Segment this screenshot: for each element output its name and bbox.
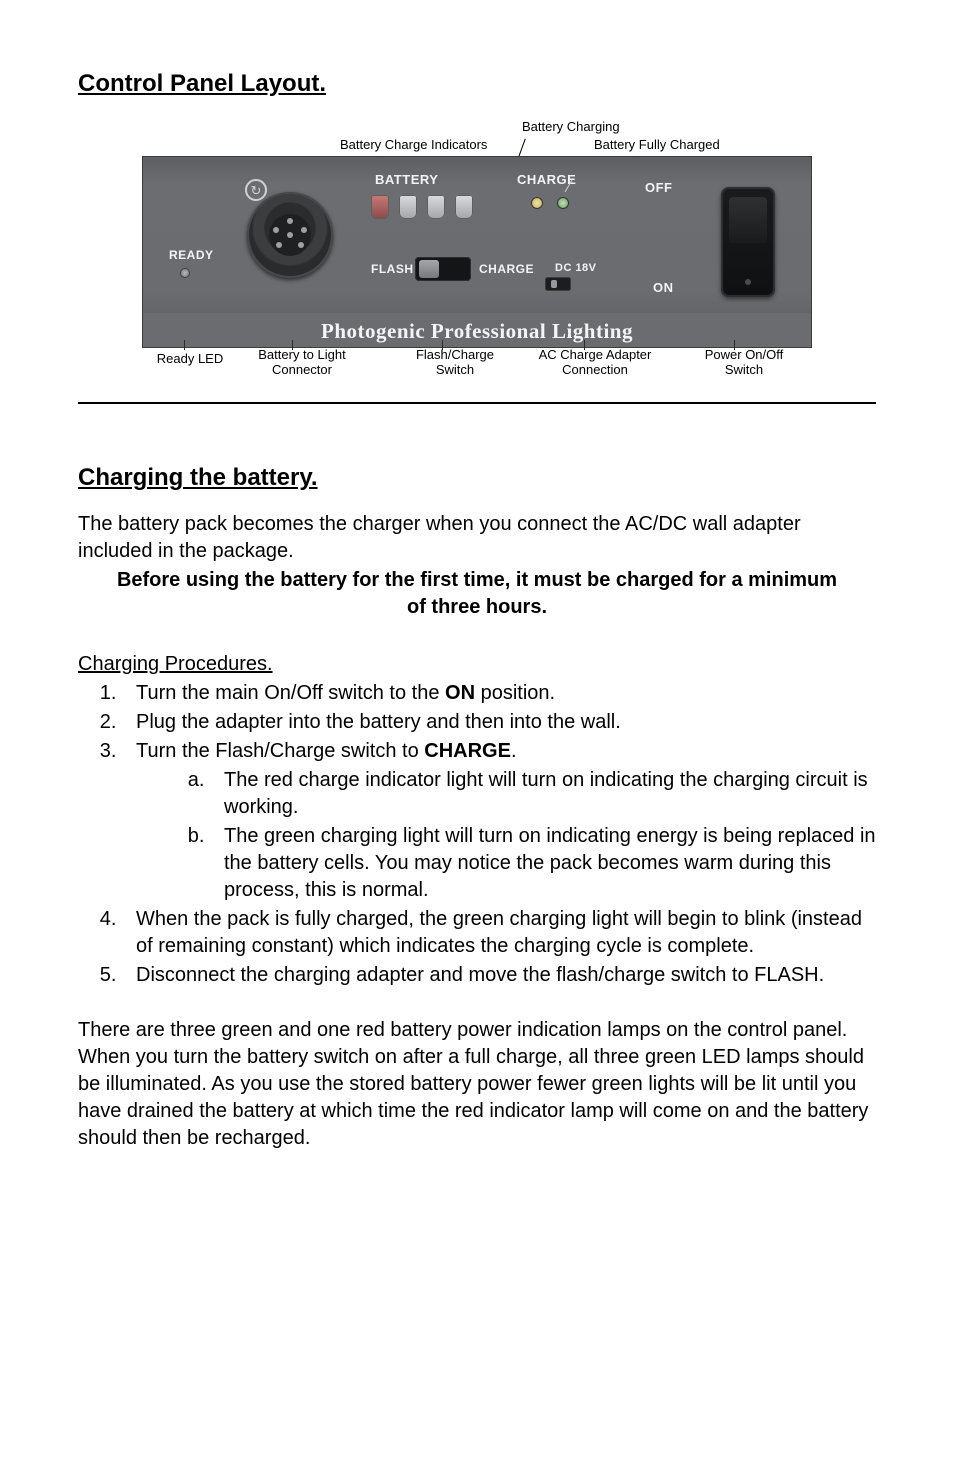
control-panel: ↻ READY BATTERY CHARGE xyxy=(142,156,812,348)
label-battery-charge-indicators: Battery Charge Indicators xyxy=(340,136,487,154)
charge-switch-label: CHARGE xyxy=(479,261,534,277)
annotation-power-switch: Power On/OffSwitch xyxy=(676,348,812,378)
ready-label: READY xyxy=(169,247,214,263)
step-1: Turn the main On/Off switch to the ON po… xyxy=(122,680,876,707)
charging-led xyxy=(531,197,543,209)
procedures-heading: Charging Procedures. xyxy=(78,651,876,678)
step-4: When the pack is fully charged, the gree… xyxy=(122,906,876,960)
battery-to-light-connector[interactable] xyxy=(247,192,333,278)
label-battery-fully-charged: Battery Fully Charged xyxy=(594,136,720,154)
ac-charge-adapter-connection[interactable] xyxy=(545,277,571,291)
dc18v-label: DC 18V xyxy=(555,261,597,276)
off-label: OFF xyxy=(645,179,673,197)
step-2: Plug the adapter into the battery and th… xyxy=(122,709,876,736)
step-1-bold: ON xyxy=(445,682,475,704)
battery-label: BATTERY xyxy=(375,171,438,189)
connector-orientation-icon: ↻ xyxy=(245,179,267,201)
flash-label: FLASH xyxy=(371,261,414,277)
flash-charge-switch[interactable] xyxy=(415,257,471,281)
battery-led-green-3 xyxy=(455,195,473,219)
battery-charge-indicator-leds xyxy=(371,195,473,219)
annotation-ac-charge-adapter: AC Charge AdapterConnection xyxy=(520,348,670,378)
first-charge-warning: Before using the battery for the first t… xyxy=(110,567,844,621)
step-3b: The green charging light will turn on in… xyxy=(210,823,876,904)
power-on-off-switch[interactable] xyxy=(721,187,775,297)
charging-procedures-list: Turn the main On/Off switch to the ON po… xyxy=(122,680,876,989)
step-5: Disconnect the charging adapter and move… xyxy=(122,962,876,989)
annotation-flash-charge-switch: Flash/ChargeSwitch xyxy=(390,348,520,378)
step-3a: The red charge indicator light will turn… xyxy=(210,767,876,821)
charge-status-leds xyxy=(531,197,569,209)
step-3-sublist: The red charge indicator light will turn… xyxy=(210,767,876,904)
brand-text: Photogenic Professional Lighting xyxy=(143,313,811,347)
battery-led-green-2 xyxy=(427,195,445,219)
section-title-charging: Charging the battery. xyxy=(78,462,876,494)
step-3-post: . xyxy=(511,740,517,762)
divider xyxy=(78,402,876,404)
battery-led-green-1 xyxy=(399,195,417,219)
bottom-annotations: Ready LED Battery to LightConnector Flas… xyxy=(142,348,812,384)
intro-paragraph: The battery pack becomes the charger whe… xyxy=(78,511,876,565)
battery-led-red xyxy=(371,195,389,219)
on-label: ON xyxy=(653,279,674,297)
step-1-pre: Turn the main On/Off switch to the xyxy=(136,682,445,704)
step-3: Turn the Flash/Charge switch to CHARGE. … xyxy=(122,738,876,904)
section-title-control-panel: Control Panel Layout. xyxy=(78,68,876,100)
ready-led xyxy=(181,269,189,277)
step-3-pre: Turn the Flash/Charge switch to xyxy=(136,740,424,762)
fully-charged-led xyxy=(557,197,569,209)
control-panel-figure: Battery Charge Indicators Battery Chargi… xyxy=(142,116,812,384)
label-battery-charging: Battery Charging xyxy=(522,118,620,136)
annotation-battery-to-light-connector: Battery to LightConnector xyxy=(238,348,366,378)
trailer-paragraph: There are three green and one red batter… xyxy=(78,1017,876,1152)
step-1-post: position. xyxy=(475,682,555,704)
annotation-ready-led: Ready LED xyxy=(142,352,238,367)
step-3-bold: CHARGE xyxy=(424,740,511,762)
